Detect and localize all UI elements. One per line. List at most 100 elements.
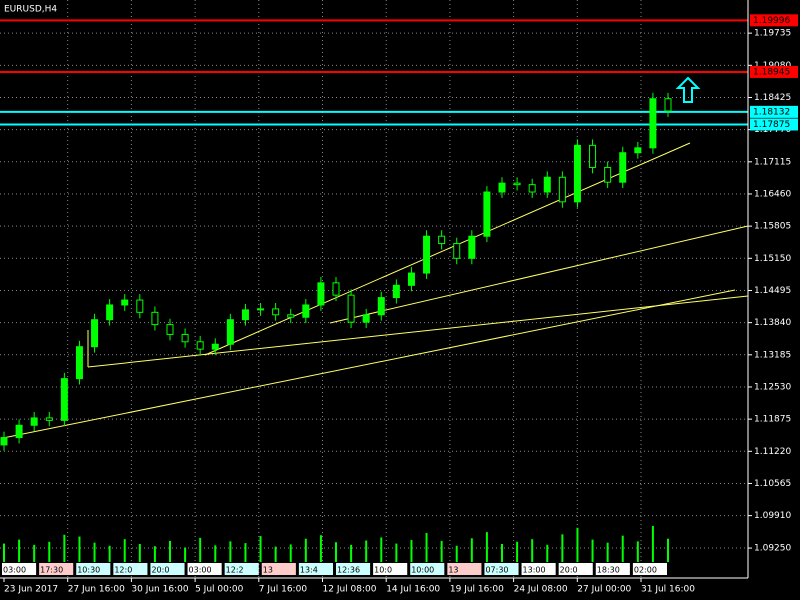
candle-body — [649, 98, 657, 149]
candle-body — [619, 152, 627, 183]
candle-body — [121, 299, 129, 306]
time-tag: 13 — [263, 566, 273, 575]
time-tag: 03:00 — [3, 566, 26, 575]
candle-body — [30, 417, 38, 426]
time-tag-bg — [261, 563, 296, 575]
trendline — [329, 225, 749, 324]
candle-body — [60, 378, 68, 421]
time-tag: 20:0 — [151, 566, 169, 575]
time-tag: 10:30 — [77, 566, 100, 575]
time-tag: 12:36 — [337, 566, 360, 575]
candle-body — [136, 299, 144, 313]
time-tag: 18:30 — [597, 566, 620, 575]
candle-body — [106, 304, 114, 321]
volume-bar — [184, 547, 187, 562]
volume-bar — [531, 539, 534, 562]
time-tag-bg — [187, 563, 222, 575]
y-tick-label: 1.18425 — [754, 93, 791, 103]
candle-body — [166, 324, 174, 335]
candle-body — [392, 284, 400, 299]
y-tick-label: 1.12530 — [754, 382, 791, 392]
y-tick-label: 1.16460 — [754, 189, 791, 199]
y-tick-label: 1.10565 — [754, 479, 791, 489]
volume-bar — [169, 540, 171, 562]
candles — [0, 19, 748, 562]
candle-body — [0, 437, 8, 446]
volume-bar — [48, 541, 51, 562]
candle-body — [196, 341, 204, 350]
candle-body — [377, 297, 385, 316]
time-tag: 13:00 — [523, 566, 546, 575]
volume-bar — [455, 545, 458, 562]
y-tick-label: 1.17115 — [754, 157, 791, 167]
candle-body — [287, 314, 295, 318]
volume-bar — [335, 542, 337, 562]
volume-bar — [485, 532, 488, 562]
candle-body — [453, 243, 461, 259]
volume-bar — [78, 536, 81, 562]
volume-bar — [138, 544, 141, 562]
volume-bar — [274, 546, 277, 562]
candle-body — [438, 235, 446, 245]
x-tick-label: 27 Jul 00:00 — [577, 585, 631, 595]
price-axis-bg — [748, 0, 800, 578]
candle-body — [498, 182, 506, 193]
volume-bar — [591, 539, 594, 562]
volume-bar — [546, 544, 549, 562]
candle-body — [407, 272, 415, 286]
volume-bar — [18, 539, 21, 562]
volume-bar — [621, 535, 624, 562]
time-tag: 17:30 — [40, 566, 63, 575]
volume-bar — [259, 536, 262, 562]
x-tick-label: 7 Jul 16:00 — [259, 585, 308, 595]
x-tick-label: 12 Jul 08:00 — [323, 585, 377, 595]
x-tick-label: 24 Jul 08:00 — [514, 585, 568, 595]
trendline — [2, 289, 736, 439]
volume-bar — [108, 545, 111, 562]
time-tag-bg — [39, 563, 74, 575]
candle-body — [634, 147, 642, 154]
time-tag-bg — [336, 563, 371, 575]
candle-body — [257, 308, 265, 311]
time-tag-bg — [595, 563, 630, 575]
time-tag: 10:0 — [374, 566, 392, 575]
time-tag: 10:00 — [411, 566, 434, 575]
y-tick-label: 1.19735 — [754, 29, 791, 39]
x-tick-label: 30 Jun 16:00 — [131, 585, 188, 595]
candle-body — [573, 144, 581, 203]
y-tick-label: 1.15805 — [754, 222, 791, 232]
trendlines — [2, 142, 749, 439]
time-tag: 02:00 — [634, 566, 657, 575]
y-tick-label: 1.13185 — [754, 350, 791, 360]
volume-bar — [289, 544, 292, 562]
candle-body — [332, 282, 340, 296]
volume-bar — [651, 526, 654, 562]
candle-body — [91, 319, 99, 348]
candle-body — [302, 304, 310, 318]
up-arrow — [675, 76, 701, 103]
y-tick-label: 1.19080 — [754, 61, 791, 71]
candle-body — [423, 235, 431, 274]
candle-body — [226, 319, 234, 345]
volume-bar — [501, 544, 503, 562]
candle-body — [211, 343, 219, 350]
y-tick-label: 1.13840 — [754, 318, 791, 328]
price-level-tag — [750, 65, 798, 78]
trendline — [87, 295, 749, 368]
chart-title: EURUSD,H4 — [4, 5, 57, 15]
volume-bar — [304, 538, 307, 562]
axes: 1.197351.190801.184251.177701.171151.164… — [2, 29, 791, 595]
time-tag-bg — [373, 563, 408, 575]
price-level-label: 1.18132 — [753, 107, 790, 117]
time-tag: 13:4 — [300, 566, 318, 575]
time-tag-bg — [632, 563, 667, 575]
y-tick-label: 1.11875 — [754, 415, 791, 425]
candle-body — [317, 282, 325, 306]
candle-body — [528, 184, 536, 193]
time-tag-bg — [150, 563, 185, 575]
x-tick-label: 31 Jul 16:00 — [641, 585, 695, 595]
time-tag-bg — [410, 563, 445, 575]
volume-bar — [425, 533, 428, 562]
y-tick-label: 1.14495 — [754, 286, 791, 296]
